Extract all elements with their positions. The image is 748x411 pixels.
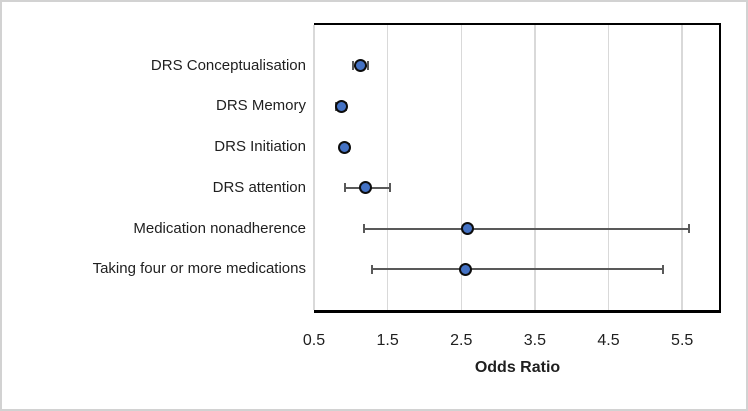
data-point-marker xyxy=(338,140,352,154)
gridline xyxy=(460,25,463,310)
category-label: DRS attention xyxy=(212,178,306,196)
error-bar-cap-left xyxy=(343,183,346,193)
data-point-marker xyxy=(334,99,348,113)
gridline xyxy=(386,25,389,310)
error-bar-line xyxy=(372,268,664,271)
x-axis-tick-label: 4.5 xyxy=(597,332,620,349)
x-axis-tick-label: 5.5 xyxy=(671,332,694,349)
x-axis-tick-label: 0.5 xyxy=(302,332,326,349)
plot-area xyxy=(313,23,721,313)
data-point-marker xyxy=(353,59,367,73)
x-axis-tick-label: 1.5 xyxy=(376,332,399,349)
error-bar-cap-right xyxy=(687,224,690,234)
x-axis-title: Odds Ratio xyxy=(474,359,561,376)
error-bar-cap-left xyxy=(363,224,366,234)
error-bar-cap-right xyxy=(662,264,665,274)
error-bar-line xyxy=(364,227,689,230)
category-label: Medication nonadherence xyxy=(133,219,306,237)
category-label: DRS Memory xyxy=(215,97,306,115)
x-axis-tick-label: 2.5 xyxy=(450,332,473,349)
data-point-marker xyxy=(459,262,473,276)
gridline xyxy=(607,25,610,310)
data-point-marker xyxy=(461,222,475,236)
category-label: Taking four or more medications xyxy=(92,260,306,278)
gridline xyxy=(313,25,315,310)
data-point-marker xyxy=(359,181,373,195)
x-axis-tick-label: 3.5 xyxy=(523,332,547,349)
error-bar-cap-left xyxy=(371,264,374,274)
category-label: DRS Initiation xyxy=(214,138,306,156)
gridline xyxy=(681,25,683,310)
category-label: DRS Conceptualisation xyxy=(150,56,306,74)
gridline xyxy=(534,25,536,310)
error-bar-cap-left xyxy=(352,61,355,71)
error-bar-cap-right xyxy=(388,183,391,193)
error-bar-cap-right xyxy=(367,61,370,71)
